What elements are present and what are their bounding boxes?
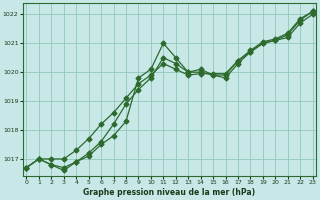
X-axis label: Graphe pression niveau de la mer (hPa): Graphe pression niveau de la mer (hPa)	[84, 188, 256, 197]
